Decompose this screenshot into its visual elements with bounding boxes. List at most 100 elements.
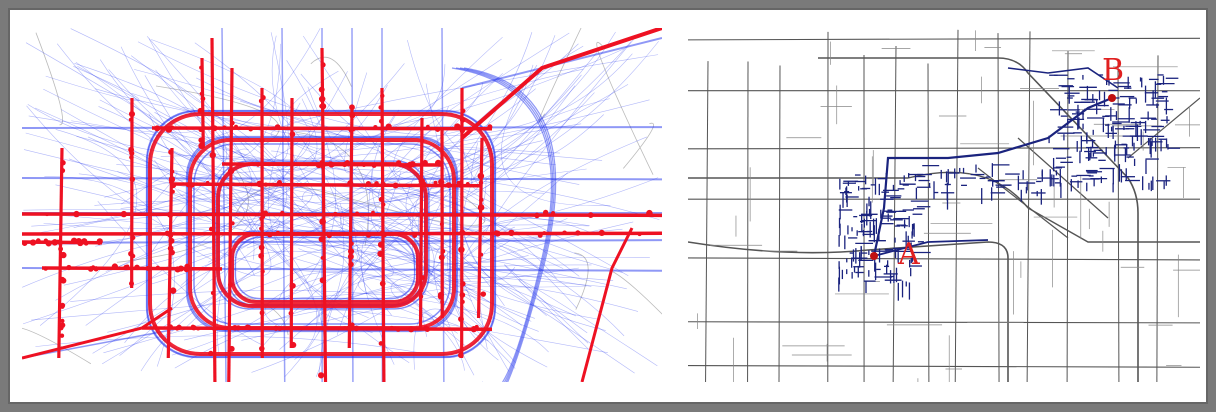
diagonal-road [1017, 137, 1109, 219]
red-node [273, 325, 279, 331]
gray-road [35, 32, 63, 126]
red-node [365, 181, 371, 187]
red-node [260, 269, 265, 274]
gray-road [346, 193, 486, 226]
red-node [205, 180, 210, 185]
red-node [460, 299, 465, 304]
blue-trajectory [39, 129, 138, 326]
blue-trajectory [23, 208, 184, 227]
red-node [210, 290, 215, 296]
blue-trajectory [99, 98, 318, 172]
red-node [168, 237, 175, 244]
red-node [379, 280, 386, 287]
blue-trajectory [194, 42, 345, 378]
red-node [328, 161, 335, 168]
red-node [259, 216, 264, 221]
blue-trajectory [182, 106, 421, 251]
red-node [457, 352, 464, 359]
red-vertical-road [347, 107, 354, 349]
red-node [347, 248, 355, 255]
road-horizontal [688, 321, 1200, 324]
red-node [185, 182, 191, 188]
red-node [598, 229, 605, 237]
red-node [434, 159, 442, 167]
blue-trajectory [264, 245, 454, 329]
red-node [177, 265, 185, 272]
red-node [433, 180, 438, 185]
red-node [128, 281, 135, 287]
red-node [537, 232, 543, 238]
red-node [274, 124, 281, 131]
red-node [259, 226, 264, 231]
blue-trajectory [70, 290, 549, 353]
gray-road [234, 185, 357, 217]
red-node [637, 232, 642, 237]
red-node [439, 222, 444, 227]
red-node [59, 333, 65, 338]
road-vertical [997, 33, 1000, 382]
red-node [318, 86, 325, 93]
red-node [461, 108, 466, 114]
red-node [470, 326, 478, 333]
red-node [280, 210, 285, 216]
red-node [22, 240, 28, 246]
red-node [353, 325, 360, 332]
red-node [366, 233, 371, 238]
label-a: A [897, 237, 920, 272]
red-node [479, 252, 484, 257]
blue-trajectory [504, 264, 589, 350]
red-node [164, 230, 171, 237]
blue-trajectory [116, 164, 623, 274]
blue-trajectory [454, 136, 647, 361]
gray-road [612, 271, 662, 315]
blue-trajectory [160, 155, 580, 277]
red-node [60, 277, 67, 284]
gray-road [310, 56, 352, 87]
red-node [392, 182, 399, 189]
red-vertical-road [210, 37, 217, 382]
red-node [477, 172, 485, 180]
red-node [128, 117, 133, 122]
blue-trajectory [407, 123, 582, 182]
blue-trajectory [175, 191, 486, 222]
red-node [333, 211, 338, 216]
red-node [168, 176, 176, 183]
route-tree-a-to-b [838, 67, 1181, 301]
red-node [587, 212, 594, 219]
red-node [373, 124, 378, 130]
red-node [277, 326, 283, 331]
red-node [169, 249, 175, 256]
blue-trajectory [425, 83, 516, 280]
blue-trajectory [99, 28, 321, 139]
red-node [111, 263, 118, 270]
red-node [315, 162, 322, 169]
road-network-map: A B [688, 29, 1200, 382]
red-node [371, 210, 375, 215]
red-node [418, 294, 424, 299]
blue-trajectory [171, 60, 336, 356]
blue-trajectory [501, 64, 611, 206]
red-node [458, 316, 464, 323]
road-vertical [927, 63, 930, 382]
road-horizontal [688, 37, 1200, 41]
red-node [288, 310, 294, 316]
red-vertical-road [57, 147, 64, 359]
red-node [222, 125, 227, 130]
red-node [349, 241, 354, 246]
red-node [377, 250, 384, 257]
blue-trajectory [224, 228, 623, 247]
red-node [381, 202, 386, 207]
red-node [378, 196, 384, 202]
label-b: B [1102, 53, 1124, 88]
red-node [169, 125, 175, 130]
red-node [459, 117, 466, 123]
figure-frame: A B [8, 8, 1208, 404]
red-node [152, 324, 158, 330]
road-vertical [1066, 50, 1069, 382]
red-node [57, 239, 64, 246]
red-node [445, 182, 452, 188]
red-node [478, 180, 484, 185]
road-vertical [954, 29, 959, 382]
red-node [259, 345, 265, 352]
gray-road [538, 28, 582, 123]
